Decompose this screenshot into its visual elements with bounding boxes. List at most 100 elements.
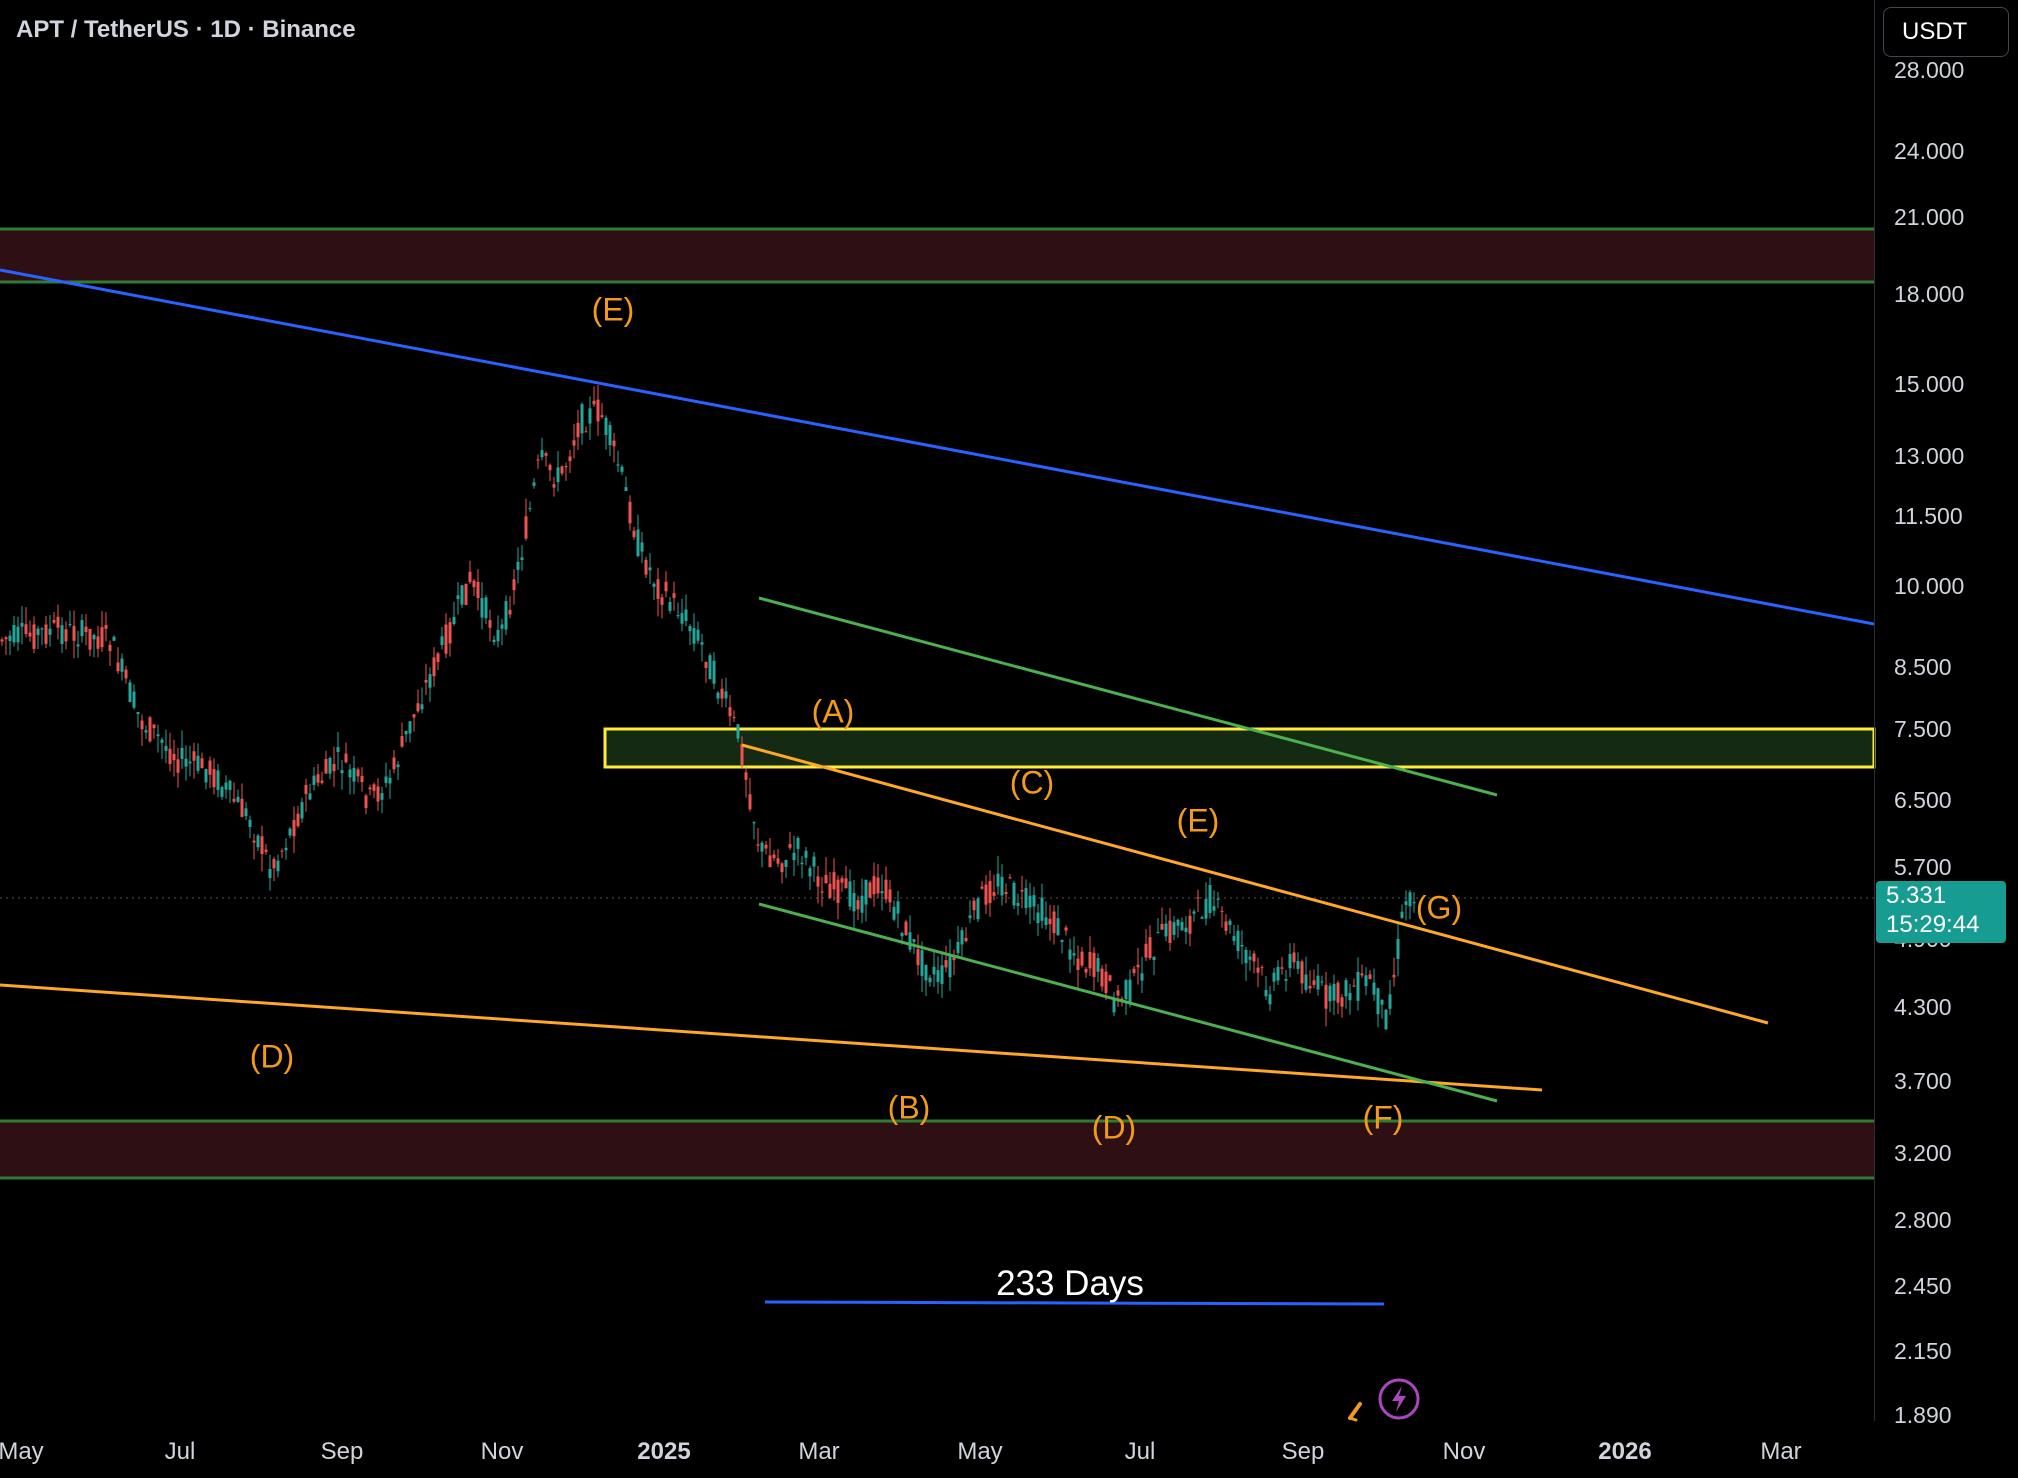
candle-body (272, 859, 276, 869)
candle-body (488, 620, 492, 628)
candle-body (812, 856, 816, 867)
candle-body (1208, 885, 1212, 914)
candle-body (188, 761, 192, 764)
candle-body (548, 464, 552, 471)
candle-body (804, 850, 808, 858)
time-tick: Nov (480, 1438, 524, 1465)
candle-body (692, 628, 696, 644)
candle-body (1284, 979, 1288, 981)
candle-body (1240, 944, 1244, 947)
lightning-bolt-icon[interactable] (1376, 1376, 1422, 1422)
candle-body (772, 854, 776, 859)
candle-body (1380, 999, 1384, 1005)
candle-body (220, 787, 224, 797)
currency-button[interactable]: USDT (1883, 7, 2009, 57)
candle-body (252, 840, 256, 843)
candle-body (460, 585, 464, 605)
candle-body (1408, 892, 1412, 907)
wave-label-e: (E) (1176, 802, 1220, 839)
price-tick: 2.450 (1894, 1273, 1952, 1299)
price-tick: 8.500 (1894, 654, 1952, 680)
candle-body (608, 425, 612, 446)
candle-body (1064, 927, 1068, 931)
candle-body (52, 620, 56, 623)
candle-body (140, 720, 144, 730)
candle-body (408, 721, 412, 734)
candle-body (1036, 912, 1040, 924)
candle-body (880, 891, 884, 894)
candle-body (200, 758, 204, 769)
candle-body (640, 542, 644, 552)
candle-body (288, 828, 292, 836)
candle-body (100, 627, 104, 648)
candle-body (1388, 994, 1392, 1009)
candle-body (1264, 990, 1268, 997)
candle-body (756, 844, 760, 846)
candle-body (464, 583, 468, 605)
candle-body (260, 836, 264, 854)
candle-body (780, 863, 784, 873)
candle-body (616, 464, 620, 466)
candle-body (248, 819, 252, 827)
candle-body (1156, 932, 1160, 934)
candle-body (44, 624, 48, 644)
candle-body (632, 530, 636, 538)
candle-body (736, 724, 740, 739)
candle-body (404, 730, 408, 735)
candle-body (104, 624, 108, 629)
candle-body (716, 692, 720, 699)
date-range-label: 233 Days (996, 1264, 1144, 1303)
time-tick-year: 2025 (637, 1438, 691, 1465)
candle-body (864, 879, 868, 905)
candle-body (444, 624, 448, 654)
candle-body (728, 707, 732, 717)
candle-body (1136, 964, 1140, 968)
pencil-icon[interactable] (1346, 1388, 1378, 1424)
price-axis-panel[interactable] (1874, 0, 2018, 1421)
wave-label-a: (A) (811, 693, 855, 730)
candle-body (300, 802, 304, 819)
candle-body (392, 757, 396, 770)
candle-body (1392, 974, 1396, 978)
candle-body (1112, 998, 1116, 1013)
candle-body (36, 628, 40, 636)
candle-body (304, 784, 308, 794)
candle-body (808, 868, 812, 877)
candle-body (1084, 968, 1088, 973)
candle-body (572, 440, 576, 446)
candle-body (1276, 966, 1280, 981)
price-tick: 2.800 (1894, 1207, 1952, 1233)
candle-body (896, 901, 900, 914)
candle-body (440, 636, 444, 646)
candle-body (960, 930, 964, 945)
candle-body (456, 595, 460, 600)
candle-body (1340, 997, 1344, 1007)
candle-body (936, 970, 940, 982)
candle-body (1040, 897, 1044, 921)
candle-body (436, 653, 440, 662)
candle-body (1292, 952, 1296, 963)
candle-body (1396, 938, 1400, 959)
candle-body (568, 456, 572, 462)
candle-body (316, 774, 320, 783)
candle-body (1132, 968, 1136, 974)
candle-body (348, 769, 352, 778)
candle-body (1328, 985, 1332, 1002)
candle-body (988, 881, 992, 904)
candle-body (1120, 998, 1124, 1001)
candle-body (448, 622, 452, 644)
candle-body (1368, 974, 1372, 980)
channel-lower-green-line (758, 902, 1498, 1103)
long-term-resistance-line (0, 268, 1875, 626)
candle-body (912, 939, 916, 942)
candle-body (356, 769, 360, 777)
candle-body (8, 635, 12, 642)
candle-body (24, 624, 28, 634)
last-price-label: 5.331 15:29:44 (1876, 881, 2006, 943)
candle-body (1004, 891, 1008, 894)
candle-body (228, 780, 232, 790)
price-tick: 15.000 (1894, 371, 1965, 397)
price-tick: 6.500 (1894, 787, 1952, 813)
price-tick: 13.000 (1894, 443, 1965, 469)
